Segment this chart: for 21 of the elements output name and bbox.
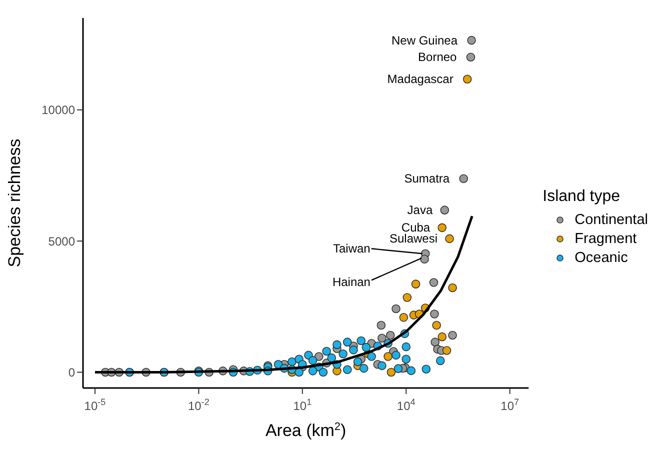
legend-label: Oceanic [574,250,628,266]
annotation: Sumatra [404,172,450,186]
x-tick-label: 10$^{1}$ [293,397,312,413]
annotation: Borneo [418,50,458,64]
annotation: New Guinea [391,33,458,48]
annotation: Madagascar [387,72,454,86]
legend-label: Continental [574,212,648,228]
y-tick-label: 10000 [42,103,76,118]
legend-title: Island type [542,188,622,206]
y-tick-label: 0 [68,366,76,380]
x-tick-label: 10$^{-2}$ [188,397,210,413]
y-axis-title: Species richness [5,138,24,268]
x-axis-title: Area (km$^{2}$) [265,421,346,440]
legend-label: Fragment [574,230,637,246]
y-tick-label: 5000 [48,234,76,248]
x-tick-label: 10$^{4}$ [396,397,416,413]
annotation: Hainan [332,275,370,290]
annotation: Taiwan [332,242,370,256]
x-tick-label: 10$^{7}$ [500,397,520,413]
annotation: Java [407,203,433,218]
x-tick-label: 10$^{-5}$ [84,397,106,413]
